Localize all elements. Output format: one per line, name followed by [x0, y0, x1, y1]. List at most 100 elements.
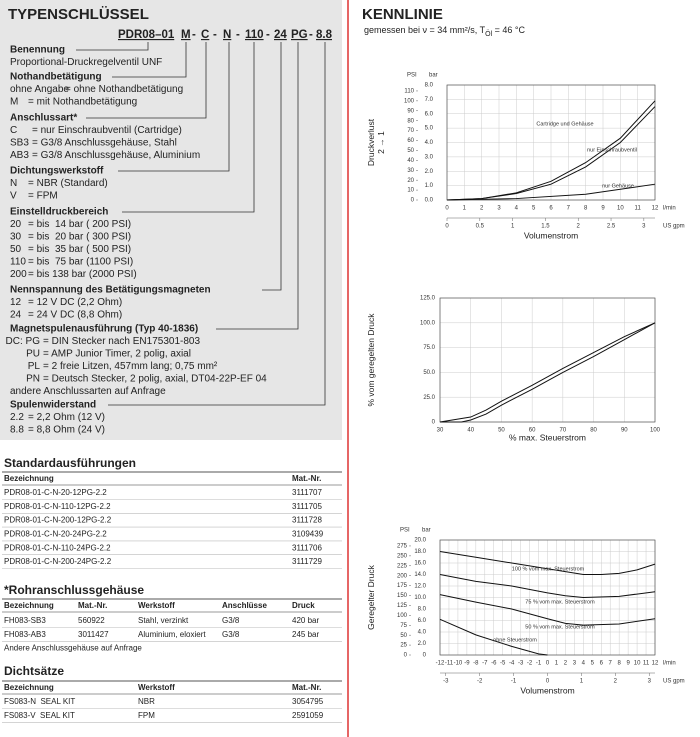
option-desc: = bis 75 bar (1100 PSI): [28, 257, 133, 268]
y2-tick-label: 100: [404, 98, 415, 104]
x-tick-label: 11: [643, 661, 650, 667]
y2-tick-label: 75: [400, 623, 407, 629]
x-tick-label: 5: [591, 661, 595, 667]
table-cell: Stahl, verzinkt: [138, 616, 189, 625]
y-axis-label-line: 2 → 1: [376, 131, 386, 154]
curve-label: nur Einschraubventil: [587, 147, 637, 153]
y2-tick-label: 50: [400, 633, 407, 639]
table-cell: FS083-V SEAL KIT: [4, 711, 75, 720]
y-tick-label: 6.0: [418, 618, 427, 624]
y-tick-label: 0: [432, 420, 436, 426]
table-cell: 3011427: [78, 630, 109, 639]
x-tick-label: 30: [437, 428, 444, 434]
column-header: Werkstoff: [138, 683, 175, 692]
y-tick-label: 3.0: [425, 154, 434, 160]
curve: [439, 594, 656, 626]
code-part: C: [201, 29, 209, 41]
y-tick-label: 1.0: [425, 183, 434, 189]
x-tick-label: 0: [445, 206, 449, 212]
y-tick-label: 12.0: [414, 584, 426, 590]
key-panel: [0, 0, 342, 440]
x-axis-label: % max. Steuerstrom: [509, 432, 586, 442]
x2-tick-label: 3: [642, 224, 646, 230]
x-axis-label: Volumenstrom: [520, 685, 574, 695]
section-heading: Magnetspulenausführung (Typ 40-1836): [10, 324, 198, 335]
y-axis-label: Druckverlust2 → 1: [366, 118, 386, 166]
y2-unit: PSI: [400, 528, 410, 534]
table-cell: 3054795: [292, 697, 324, 706]
key-title: TYPENSCHLÜSSEL: [8, 6, 149, 23]
x-tick-label: -6: [491, 661, 497, 667]
option-desc: = nur Einschraubventil (Cartridge): [32, 125, 182, 136]
y2-unit: PSI: [407, 73, 417, 79]
x2-tick-label: -2: [477, 679, 483, 685]
option-code: M: [10, 97, 18, 108]
code-part: -: [213, 29, 217, 41]
curve-label: 50 % vom max. Steuerstrom: [525, 624, 595, 630]
x-tick-label: 2: [564, 661, 568, 667]
x2-tick-label: 1.5: [541, 224, 550, 230]
y2-tick-label: 175: [397, 583, 408, 589]
curve: [439, 618, 548, 656]
code-part: PDR08–01: [118, 29, 175, 41]
table-cell: PDR08-01-C-N-110-24PG-2.2: [4, 543, 111, 552]
option-code: C: [10, 125, 17, 136]
x-tick-label: 50: [498, 428, 505, 434]
x-tick-label: 80: [590, 428, 597, 434]
x-tick-label: 10: [634, 661, 641, 667]
y-tick-label: 75.0: [423, 345, 435, 351]
y-tick-label: 125.0: [420, 296, 436, 302]
x-tick-label: 7: [567, 206, 571, 212]
table-cell: PDR08-01-C-N-110-12PG-2.2: [4, 502, 111, 511]
section-heading: Nennspannung des Betätigungsmagneten: [10, 285, 211, 296]
x-tick-label: 4: [515, 206, 519, 212]
option-desc: = bis 138 bar (2000 PSI): [28, 269, 137, 280]
x-tick-label: 7: [609, 661, 613, 667]
option-desc: = bis 20 bar ( 300 PSI): [28, 232, 131, 243]
section-heading: Spulenwiderstand: [10, 400, 96, 411]
curve: [446, 106, 656, 201]
section-heading: Anschlussart*: [10, 113, 77, 124]
x2-unit: US gpm: [663, 679, 685, 685]
option-desc: = FPM: [28, 191, 58, 202]
x-tick-label: 11: [635, 206, 642, 212]
y2-tick-label: 125: [397, 603, 408, 609]
table-cell: PDR08-01-C-N-200-12PG-2.2: [4, 516, 112, 525]
y-tick-label: 18.0: [414, 549, 426, 555]
table-cell: 3111729: [292, 557, 323, 566]
option-code: 20: [10, 219, 22, 230]
column-header: Mat.-Nr.: [292, 683, 321, 692]
type-code: PDR08–01 M- C - N -110-24 PG- 8.8: [118, 29, 333, 41]
x-tick-label: -1: [536, 661, 542, 667]
x-tick-label: 9: [601, 206, 605, 212]
x2-tick-label: 0.5: [476, 224, 485, 230]
section-heading: Nothandbetätigung: [10, 72, 102, 83]
y-tick-label: 4.0: [425, 140, 434, 146]
y2-tick-label: 250: [397, 553, 408, 559]
curve: [446, 183, 656, 201]
y2-tick-label: 275: [397, 544, 408, 550]
option-code: SB3: [10, 138, 29, 149]
option-desc: = 12 V DC (2,2 Ohm): [28, 297, 122, 308]
option-code: 110: [10, 257, 26, 268]
code-part: M: [181, 29, 191, 41]
x-tick-label: 6: [549, 206, 553, 212]
y-tick-label: 5.0: [425, 126, 434, 132]
curve: [439, 574, 656, 599]
x2-tick-label: -1: [511, 679, 517, 685]
x2-tick-label: 1: [580, 679, 584, 685]
y2-tick-label: 0: [404, 653, 408, 659]
option-code: 24: [10, 310, 22, 321]
y-axis-label-line: Druckverlust: [366, 118, 376, 166]
x2-tick-label: 2: [577, 224, 581, 230]
y-tick-label: 25.0: [423, 395, 435, 401]
x-tick-label: 40: [467, 428, 474, 434]
option-desc: = Deutsch Stecker, 2 polig, axial, DT04-…: [43, 374, 267, 385]
section-heading: Einstelldruckbereich: [10, 207, 108, 218]
y2-tick-label: 20: [407, 178, 414, 184]
code-part: 8.8: [316, 29, 333, 41]
x-tick-label: 90: [621, 428, 628, 434]
table-cell: G3/8: [222, 616, 240, 625]
curve-label: ohne Steuerstrom: [493, 637, 537, 643]
